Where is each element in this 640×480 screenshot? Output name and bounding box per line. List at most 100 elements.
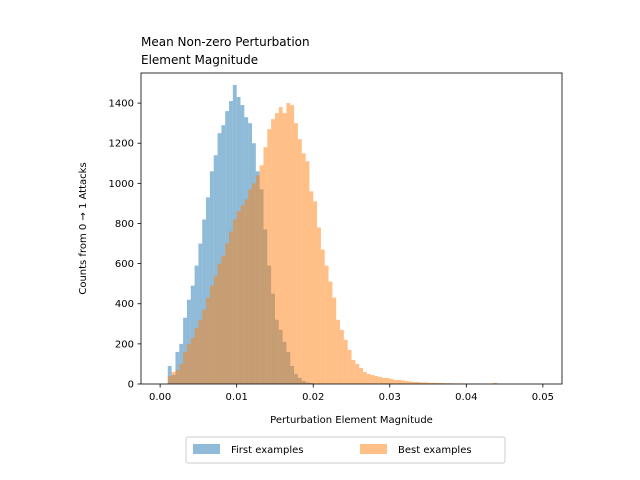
bar-best-examples-3 — [179, 363, 184, 384]
x-axis-label: Perturbation Element Magnitude — [270, 415, 433, 426]
y-tick-label-4: 800 — [115, 219, 134, 230]
bar-best-examples-56 — [382, 377, 386, 384]
bar-best-examples-45 — [340, 329, 344, 384]
bar-best-examples-20 — [244, 199, 249, 384]
bar-best-examples-54 — [374, 375, 379, 384]
y-axis-label: Counts from 0 → 1 Attacks — [78, 162, 89, 294]
legend-swatch-best-examples — [360, 444, 387, 454]
bar-best-examples-63 — [408, 381, 413, 384]
x-tick-label-4: 0.04 — [455, 392, 477, 403]
bar-best-examples-8 — [198, 319, 203, 384]
bar-first-examples-13 — [217, 133, 222, 384]
bar-best-examples-48 — [351, 359, 356, 384]
chart-title-line-1: Mean Non-zero Perturbation — [141, 35, 310, 49]
bar-best-examples-65 — [416, 381, 421, 384]
x-axis-ticks: 0.00 0.01 0.02 0.03 0.04 0.05 — [149, 384, 554, 403]
bar-best-examples-2 — [175, 369, 180, 384]
bar-first-examples-0 — [167, 365, 172, 384]
bar-best-examples-34 — [297, 139, 302, 384]
y-tick-label-2: 400 — [115, 299, 134, 310]
bar-best-examples-58 — [389, 378, 394, 384]
bar-best-examples-42 — [328, 281, 333, 384]
bar-best-examples-53 — [370, 374, 375, 384]
bar-best-examples-19 — [240, 205, 245, 384]
bar-best-examples-30 — [282, 113, 287, 384]
bar-best-examples-38 — [313, 201, 318, 384]
bar-best-examples-4 — [183, 351, 187, 384]
bar-first-examples-12 — [213, 155, 218, 384]
bar-best-examples-12 — [213, 275, 218, 384]
y-tick-label-5: 1000 — [109, 179, 134, 190]
bar-first-examples-7 — [194, 265, 199, 384]
bar-first-examples-2 — [175, 351, 180, 384]
bar-best-examples-40 — [320, 249, 325, 384]
bar-best-examples-29 — [278, 107, 283, 385]
bar-best-examples-14 — [221, 255, 226, 384]
y-axis-ticks: 0 200 400 600 800 1000 1200 1400 — [109, 99, 141, 391]
bar-best-examples-36 — [305, 161, 310, 384]
x-tick-label-2: 0.02 — [302, 392, 324, 403]
bar-best-examples-35 — [301, 153, 306, 384]
bar-best-examples-62 — [405, 380, 409, 384]
bar-best-examples-32 — [290, 105, 295, 384]
bar-best-examples-1 — [171, 371, 176, 384]
bar-best-examples-27 — [271, 119, 275, 385]
bar-best-examples-60 — [397, 379, 402, 384]
bar-best-examples-46 — [343, 339, 348, 384]
bar-best-examples-0 — [167, 375, 172, 384]
bar-best-examples-49 — [355, 363, 360, 384]
bar-best-examples-67 — [424, 382, 429, 384]
bar-best-examples-71 — [439, 383, 444, 384]
bar-best-examples-24 — [259, 165, 264, 384]
legend-frame — [185, 436, 506, 464]
bar-best-examples-28 — [274, 113, 279, 384]
series-best-examples — [167, 103, 505, 385]
x-tick-label-3: 0.03 — [379, 392, 401, 403]
x-tick-label-0: 0.00 — [149, 392, 171, 403]
x-tick-label-5: 0.05 — [532, 392, 554, 403]
chart-title: Mean Non-zero Perturbation Element Magni… — [141, 35, 310, 67]
y-tick-label-6: 1200 — [109, 139, 134, 150]
chart-title-line-2: Element Magnitude — [141, 53, 258, 67]
bar-best-examples-10 — [206, 297, 210, 384]
bar-best-examples-37 — [309, 191, 314, 384]
bar-best-examples-18 — [236, 211, 241, 384]
x-tick-label-1: 0.01 — [226, 392, 248, 403]
y-tick-label-1: 200 — [115, 339, 134, 350]
bar-best-examples-61 — [401, 380, 406, 384]
bar-best-examples-44 — [336, 319, 341, 384]
bar-best-examples-16 — [229, 231, 233, 384]
bar-first-examples-4 — [183, 317, 187, 384]
bar-first-examples-10 — [206, 197, 210, 384]
bar-best-examples-43 — [332, 297, 337, 384]
bar-first-examples-14 — [221, 125, 226, 385]
bar-best-examples-57 — [385, 377, 390, 384]
legend-label-first-examples: First examples — [231, 445, 303, 456]
bar-best-examples-55 — [378, 376, 383, 384]
bar-best-examples-7 — [194, 327, 199, 384]
bar-best-examples-26 — [267, 129, 272, 384]
bar-best-examples-64 — [412, 381, 417, 384]
bar-first-examples-6 — [190, 285, 195, 384]
bar-best-examples-33 — [294, 123, 298, 384]
bar-best-examples-39 — [317, 227, 321, 384]
legend-label-best-examples: Best examples — [398, 445, 472, 456]
bar-best-examples-9 — [202, 309, 207, 384]
bar-best-examples-51 — [362, 371, 367, 384]
bar-first-examples-5 — [186, 299, 191, 384]
bar-best-examples-6 — [190, 337, 195, 384]
bar-best-examples-22 — [251, 183, 256, 384]
bar-first-examples-11 — [209, 171, 214, 384]
bar-best-examples-5 — [186, 343, 191, 384]
bar-best-examples-25 — [263, 147, 268, 384]
bar-best-examples-68 — [428, 382, 432, 384]
bar-best-examples-17 — [232, 219, 237, 384]
bar-best-examples-70 — [435, 383, 440, 384]
legend-swatch-first-examples — [193, 444, 220, 454]
y-tick-label-3: 600 — [115, 259, 134, 270]
bar-best-examples-85 — [493, 383, 497, 384]
bar-best-examples-52 — [366, 373, 371, 384]
y-tick-label-0: 0 — [128, 380, 134, 391]
bar-first-examples-9 — [202, 219, 207, 384]
